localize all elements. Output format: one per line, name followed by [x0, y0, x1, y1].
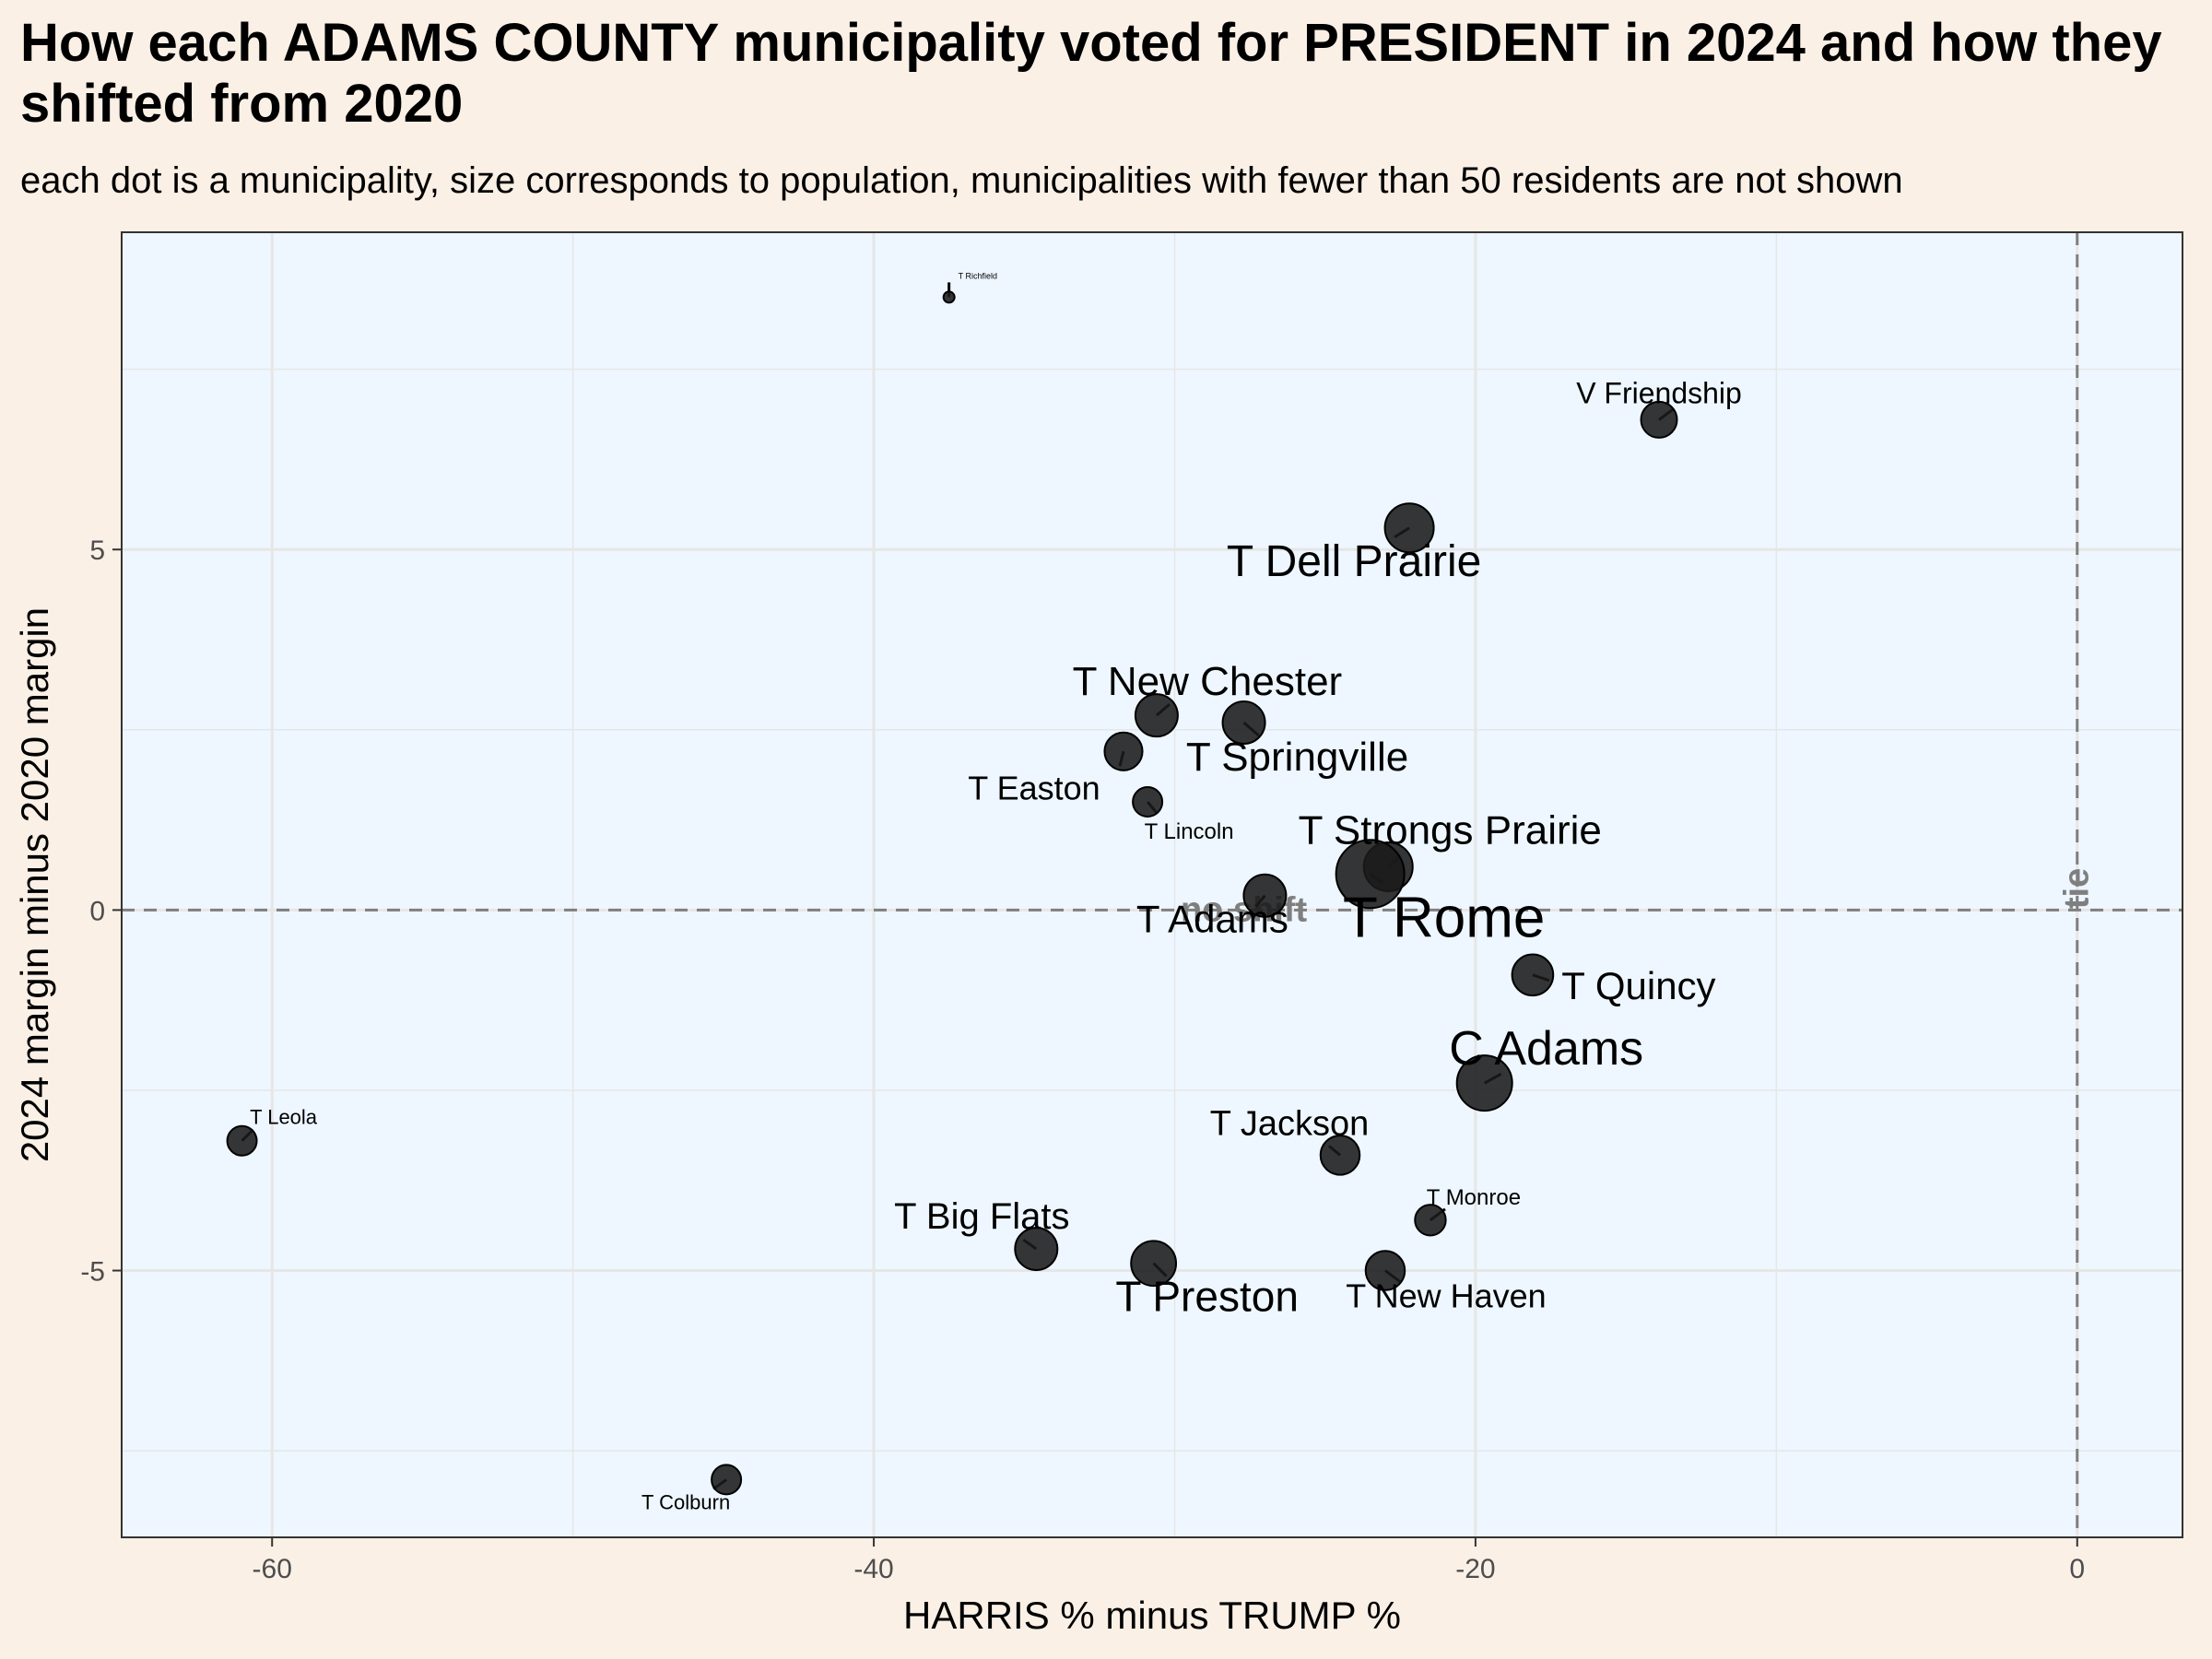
label-t-big-flats: T Big Flats [894, 1196, 1069, 1237]
point-t-lincoln [1132, 786, 1164, 818]
point-v-friendship [1640, 400, 1678, 439]
label-t-easton: T Easton [968, 769, 1100, 806]
point-t-quincy [1511, 953, 1555, 997]
point-t-monroe [1414, 1204, 1447, 1237]
point-c-adams [1455, 1054, 1513, 1112]
label-t-quincy: T Quincy [1561, 964, 1715, 1007]
label-t-springville: T Springville [1186, 735, 1408, 780]
label-t-new-haven: T New Haven [1346, 1277, 1546, 1315]
point-t-colburn [711, 1464, 743, 1496]
point-labels: T Richfield V Friendship T Dell Prairie T N… [250, 271, 1742, 1513]
label-t-richfield: T Richfield [959, 271, 997, 280]
chart-subtitle: each dot is a municipality, size corresp… [20, 160, 1903, 201]
x-tick-label: -40 [853, 1554, 893, 1584]
point-t-springville [1221, 700, 1266, 745]
plot-background [122, 232, 2183, 1537]
chart-title: How each ADAMS COUNTY municipality voted… [20, 13, 2162, 134]
label-t-monroe: T Monroe [1427, 1185, 1521, 1210]
label-t-leola: T Leola [250, 1106, 318, 1129]
point-t-adams [1242, 873, 1288, 918]
label-t-rome: T Rome [1343, 886, 1545, 949]
label-c-adams: C Adams [1449, 1022, 1643, 1076]
minor-gridlines [122, 232, 2183, 1537]
label-t-colburn: T Colburn [641, 1490, 730, 1513]
y-tick-label: -5 [80, 1257, 105, 1288]
data-points [226, 290, 1678, 1496]
point-t-new-chester [1134, 693, 1179, 738]
point-t-dell-prairie [1383, 502, 1435, 554]
label-t-adams: T Adams [1136, 898, 1288, 941]
x-tick-label: 0 [2069, 1554, 2085, 1584]
y-tick-label: 5 [89, 535, 105, 566]
label-t-lincoln: T Lincoln [1145, 819, 1234, 844]
point-t-big-flats [1014, 1227, 1059, 1272]
label-v-friendship: V Friendship [1576, 376, 1742, 409]
axis-ticks: -60 -40 -20 0 -5 0 5 [80, 535, 2085, 1584]
x-axis-title: HARRIS % minus TRUMP % [903, 1594, 1401, 1637]
point-t-preston [1130, 1240, 1178, 1288]
point-t-easton [1103, 731, 1144, 771]
x-tick-label: -60 [253, 1554, 292, 1584]
label-t-new-chester: T New Chester [1073, 659, 1343, 704]
point-t-new-haven [1364, 1250, 1406, 1291]
plot-border [121, 231, 2183, 1538]
point-t-jackson [1319, 1135, 1361, 1176]
y-axis-title: 2024 margin minus 2020 margin [13, 607, 56, 1162]
label-t-dell-prairie: T Dell Prairie [1227, 537, 1482, 586]
point-t-richfield [942, 290, 956, 304]
y-tick-label: 0 [89, 896, 105, 926]
point-t-leola [226, 1124, 258, 1157]
tie-label: tie [2058, 868, 2097, 909]
label-t-strongs-prairie: T Strongs Prairie [1299, 807, 1602, 853]
label-t-preston: T Preston [1115, 1273, 1299, 1321]
reference-lines [122, 232, 2183, 1537]
x-tick-label: -20 [1455, 1554, 1495, 1584]
point-t-rome [1335, 839, 1406, 910]
label-t-jackson: T Jackson [1210, 1104, 1369, 1143]
